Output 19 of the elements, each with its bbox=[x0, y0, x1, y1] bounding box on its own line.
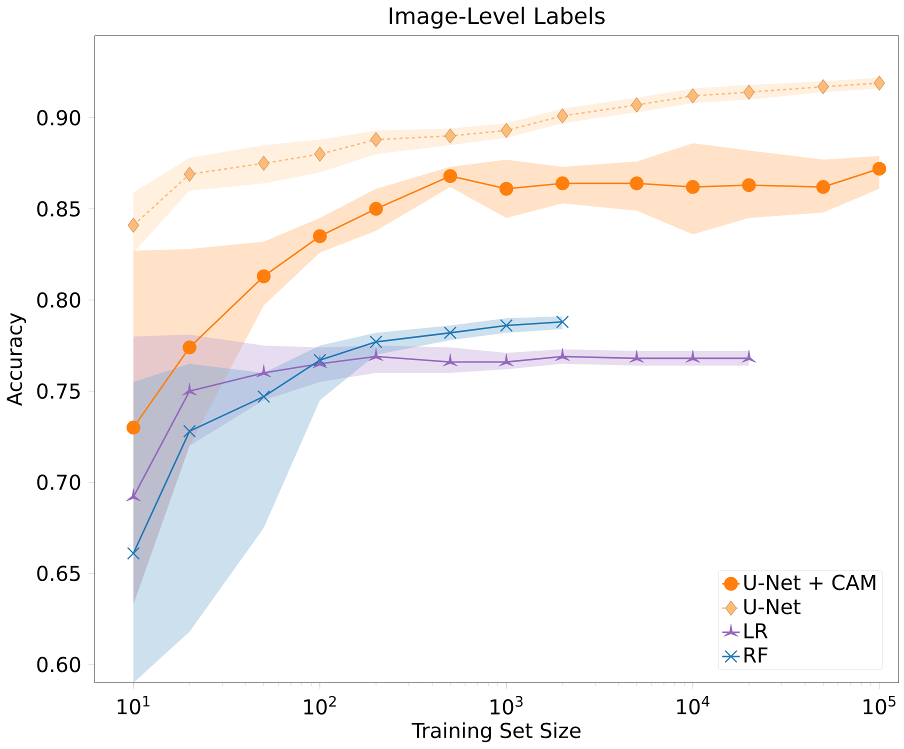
y-tick-label: 0.60 bbox=[37, 656, 80, 672]
y-tick-label: 0.70 bbox=[37, 474, 80, 490]
x-tick-label: 10$^{1}$ bbox=[118, 696, 150, 714]
legend-label: U-Net bbox=[744, 599, 800, 614]
legend-label: RF bbox=[744, 647, 768, 662]
x-axis-title: Training Set Size bbox=[412, 722, 580, 742]
x-tick-label: 10$^{3}$ bbox=[490, 696, 523, 715]
x-tick-label: 10$^{5}$ bbox=[864, 696, 896, 714]
chart-title: Image-Level Labels bbox=[390, 6, 605, 29]
y-tick-label: 0.75 bbox=[37, 383, 80, 399]
y-tick-label: 0.85 bbox=[37, 201, 80, 217]
x-tick-label: 10$^{2}$ bbox=[304, 696, 336, 715]
legend-label: LR bbox=[744, 623, 768, 638]
y-tick-label: 0.65 bbox=[37, 566, 80, 582]
legend-label: U-Net + CAM bbox=[744, 574, 876, 590]
x-tick-label: 10$^{4}$ bbox=[677, 696, 710, 714]
y-tick-label: 0.80 bbox=[37, 292, 80, 308]
y-axis-title: Accuracy bbox=[6, 312, 26, 406]
y-tick-label: 0.90 bbox=[37, 110, 80, 126]
